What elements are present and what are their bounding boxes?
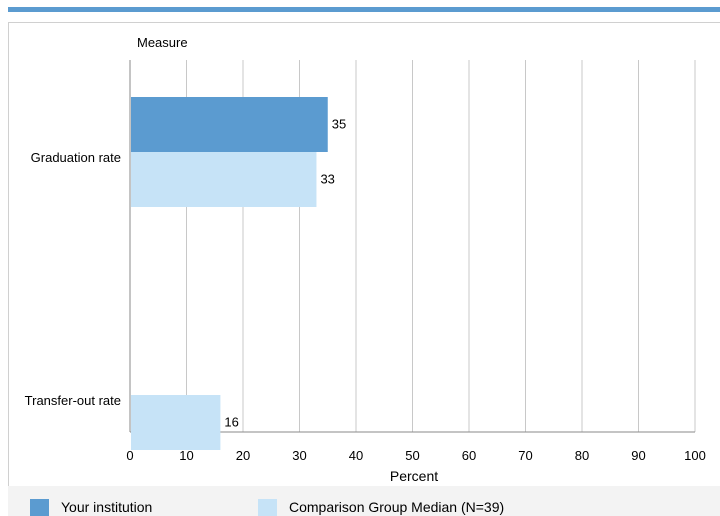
y-axis-title: Measure <box>137 35 188 50</box>
grid-lines <box>129 60 696 433</box>
x-tick-labels: 0 10 20 30 40 50 60 70 80 90 100 <box>126 448 705 463</box>
legend-item-comparison-group: Comparison Group Median (N=39) <box>258 498 504 516</box>
category-label: Graduation rate <box>31 150 121 165</box>
legend-label: Your institution <box>61 499 153 515</box>
data-label: 33 <box>320 172 334 187</box>
bar <box>131 395 221 450</box>
x-tick-label: 30 <box>292 448 306 463</box>
legend-band <box>8 486 720 516</box>
x-tick-label: 100 <box>684 448 706 463</box>
x-tick-label: 70 <box>518 448 532 463</box>
x-axis-title: Percent <box>390 468 438 484</box>
bar <box>131 152 317 207</box>
x-tick-label: 80 <box>575 448 589 463</box>
accent-bar <box>8 7 720 12</box>
bars: 35 33 16 <box>131 97 346 450</box>
data-label: 16 <box>224 415 238 430</box>
category-labels: Graduation rate Transfer-out rate <box>25 150 121 408</box>
x-tick-label: 90 <box>631 448 645 463</box>
x-tick-label: 60 <box>462 448 476 463</box>
legend-swatch <box>30 498 49 516</box>
chart-frame <box>8 22 720 516</box>
legend-swatch <box>258 498 277 516</box>
x-tick-label: 20 <box>236 448 250 463</box>
x-tick-label: 0 <box>126 448 133 463</box>
bar <box>131 97 328 152</box>
data-label: 35 <box>332 117 346 132</box>
top-accent-stripe <box>0 0 720 14</box>
category-label: Transfer-out rate <box>25 393 121 408</box>
x-tick-label: 50 <box>405 448 419 463</box>
legend-label: Comparison Group Median (N=39) <box>289 499 505 515</box>
x-tick-label: 40 <box>349 448 363 463</box>
legend-item-your-institution: Your institution <box>30 498 152 516</box>
x-tick-label: 10 <box>179 448 193 463</box>
